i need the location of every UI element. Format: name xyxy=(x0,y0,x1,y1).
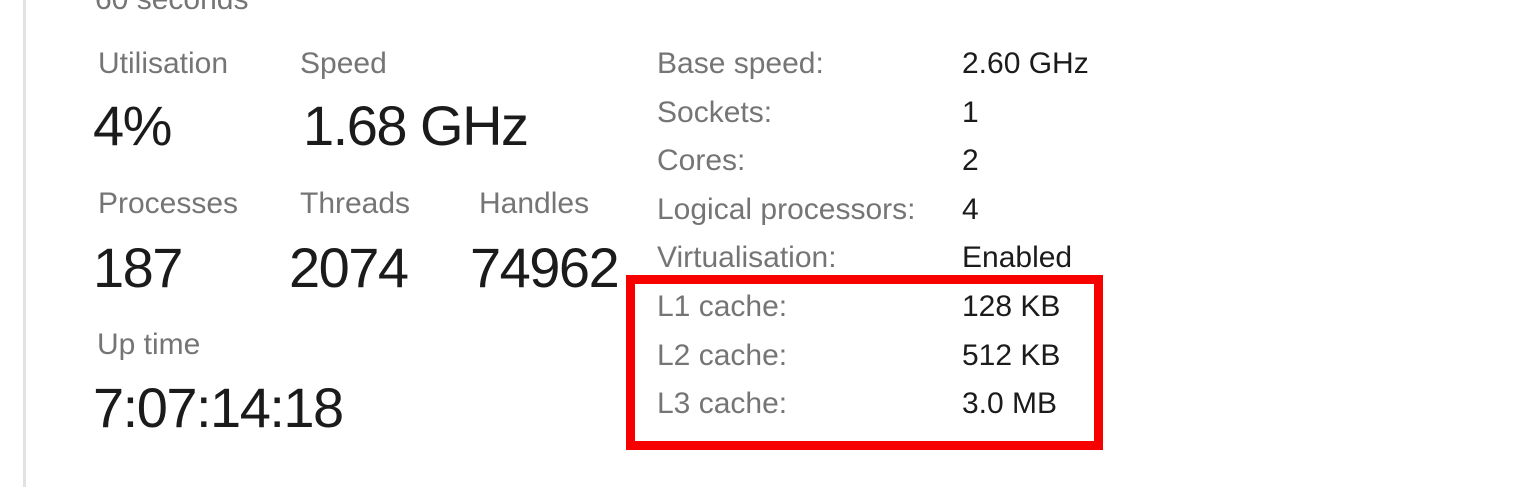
sockets-value: 1 xyxy=(962,96,979,129)
processes-value: 187 xyxy=(93,236,183,299)
speed-value: 1.68 GHz xyxy=(303,94,529,157)
cores-value: 2 xyxy=(962,144,979,177)
up-time-label: Up time xyxy=(97,328,201,361)
l3-cache-value: 3.0 MB xyxy=(962,387,1058,420)
l1-cache-value: 128 KB xyxy=(962,290,1061,323)
threads-value: 2074 xyxy=(289,236,409,299)
speed-label: Speed xyxy=(300,47,387,80)
handles-label: Handles xyxy=(479,187,590,220)
processes-label: Processes xyxy=(98,187,239,220)
cores-label: Cores: xyxy=(657,144,746,177)
virtualisation-value: Enabled xyxy=(962,241,1073,274)
logical-processors-label: Logical processors: xyxy=(657,193,916,226)
utilisation-label: Utilisation xyxy=(98,47,229,80)
logical-processors-value: 4 xyxy=(962,193,979,226)
l3-cache-label: L3 cache: xyxy=(657,387,788,420)
annotation-highlight-box xyxy=(626,275,1103,450)
up-time-value: 7:07:14:18 xyxy=(93,376,344,439)
pane-divider-line xyxy=(23,0,26,487)
threads-label: Threads xyxy=(300,187,411,220)
l2-cache-label: L2 cache: xyxy=(657,339,788,372)
utilisation-value: 4% xyxy=(93,94,172,157)
graph-time-axis-label: 60 seconds xyxy=(95,0,248,15)
handles-value: 74962 xyxy=(470,236,620,299)
l2-cache-value: 512 KB xyxy=(962,339,1061,372)
base-speed-value: 2.60 GHz xyxy=(962,47,1089,80)
l1-cache-label: L1 cache: xyxy=(657,290,788,323)
virtualisation-label: Virtualisation: xyxy=(657,241,837,274)
base-speed-label: Base speed: xyxy=(657,47,824,80)
sockets-label: Sockets: xyxy=(657,96,773,129)
